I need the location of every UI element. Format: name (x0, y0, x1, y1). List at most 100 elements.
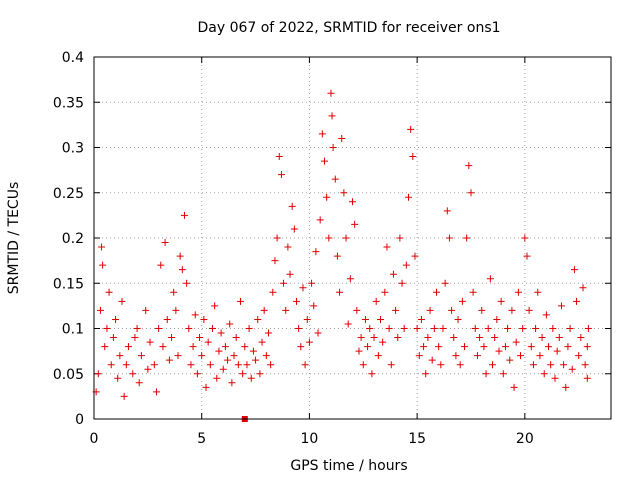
data-point (441, 279, 449, 287)
data-point (454, 315, 462, 323)
data-point (484, 325, 492, 332)
data-point (168, 334, 176, 342)
data-point (497, 297, 505, 305)
data-point (407, 125, 415, 133)
data-point (146, 338, 154, 346)
x-tick-label: 20 (516, 431, 534, 447)
data-point (303, 315, 311, 323)
data-point (392, 306, 400, 314)
data-point (489, 361, 497, 369)
data-point (170, 288, 178, 296)
data-point (566, 325, 574, 332)
data-point (176, 252, 184, 260)
data-point (135, 379, 143, 387)
data-point (107, 361, 115, 369)
data-point (469, 288, 477, 296)
data-point (305, 338, 313, 346)
data-point (426, 306, 434, 314)
data-point (301, 361, 309, 369)
data-point (219, 365, 227, 373)
plot-frame (93, 56, 612, 420)
data-point (241, 343, 249, 351)
data-point (157, 261, 165, 269)
data-point (187, 361, 195, 369)
data-point (275, 153, 283, 161)
data-point (456, 361, 464, 369)
y-tick-label: 0.25 (53, 186, 84, 202)
data-point (161, 239, 169, 247)
data-point (532, 325, 540, 332)
data-point (583, 374, 591, 382)
x-tick-label: 10 (301, 431, 319, 447)
data-point (328, 112, 336, 120)
data-point (551, 374, 559, 382)
data-point (521, 234, 529, 242)
data-point (94, 370, 102, 378)
data-point (243, 361, 251, 369)
data-point (417, 315, 425, 323)
data-point (540, 370, 548, 378)
data-point (196, 334, 204, 342)
data-point (185, 325, 193, 332)
data-point (193, 370, 201, 378)
data-point (211, 302, 219, 310)
data-point (236, 297, 244, 305)
data-point (409, 153, 417, 161)
data-point (428, 356, 436, 364)
data-point (583, 343, 591, 351)
data-point (413, 325, 421, 332)
data-point (433, 288, 441, 296)
data-point (280, 279, 288, 287)
data-point (448, 306, 456, 314)
data-point (377, 315, 385, 323)
data-points (92, 89, 592, 422)
data-point (579, 284, 587, 292)
data-point (411, 252, 419, 260)
data-point (538, 334, 546, 342)
data-point (555, 334, 563, 342)
data-point (517, 352, 525, 360)
x-axis-label: GPS time / hours (290, 458, 407, 474)
x-tick-label: 5 (197, 431, 206, 447)
data-point (277, 171, 285, 179)
data-point (486, 275, 494, 283)
data-point (452, 352, 460, 360)
data-point (297, 343, 305, 351)
data-point (262, 352, 270, 360)
data-point (370, 334, 378, 342)
data-point (564, 343, 572, 351)
data-point (381, 288, 389, 296)
data-point (542, 311, 550, 319)
data-point (458, 297, 466, 305)
data-point (553, 347, 561, 355)
data-point (282, 306, 290, 314)
data-point (353, 306, 361, 314)
data-point (202, 383, 210, 391)
data-point (400, 325, 408, 332)
data-point (312, 248, 320, 256)
data-point (368, 370, 376, 378)
data-point (249, 347, 257, 355)
data-point (389, 270, 397, 278)
data-point (204, 338, 212, 346)
x-tick-label: 0 (90, 431, 99, 447)
data-point (581, 361, 589, 369)
data-point (547, 361, 555, 369)
y-tick-label: 0 (75, 412, 84, 428)
data-point (349, 198, 356, 206)
data-point (512, 338, 520, 346)
data-point (355, 347, 363, 355)
data-point (150, 361, 158, 369)
data-point (224, 356, 232, 364)
data-point (129, 370, 137, 378)
data-point (208, 325, 216, 332)
y-tick-label: 0.3 (62, 141, 84, 157)
data-point (191, 311, 199, 319)
data-point (331, 175, 339, 183)
data-point (116, 352, 124, 360)
data-point (308, 279, 316, 287)
data-point (534, 288, 542, 296)
data-point (398, 279, 406, 287)
data-point (122, 361, 130, 369)
